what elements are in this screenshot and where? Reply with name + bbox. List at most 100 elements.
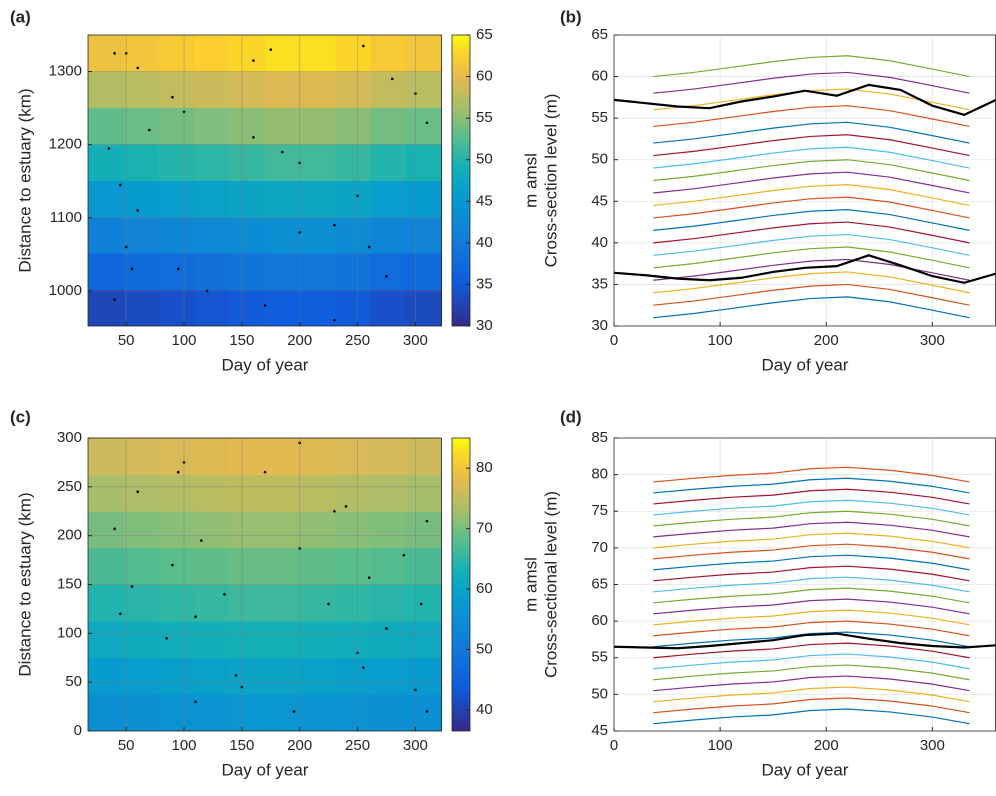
series-line: [653, 184, 970, 207]
heat-cell: [158, 289, 195, 326]
heat-cell: [88, 584, 125, 622]
heat-cell: [88, 694, 125, 731]
heat-cell: [370, 252, 407, 290]
series-line: [653, 642, 970, 659]
y-tick-label: 65: [591, 575, 608, 592]
heat-cell: [406, 511, 442, 549]
heat-cell: [88, 71, 125, 108]
heat-cell: [229, 289, 266, 326]
series-line: [653, 258, 970, 281]
point: [148, 128, 151, 132]
heat-cell: [265, 71, 301, 108]
heat-cell: [194, 289, 230, 326]
heat-cell: [123, 547, 160, 585]
point: [176, 470, 180, 474]
x-axis-label: Day of year: [762, 355, 849, 374]
point: [240, 685, 244, 689]
heat-cell: [123, 289, 160, 326]
series-line: [653, 71, 970, 94]
series-line: [653, 708, 970, 725]
heat-cell: [123, 252, 160, 290]
y-axis-label: Distance to estuary (km): [15, 492, 34, 676]
heat-cell: [265, 584, 301, 622]
heat-cell: [123, 511, 160, 549]
heat-cell: [335, 621, 371, 659]
heat-cell: [335, 35, 371, 73]
point: [298, 161, 302, 165]
x-tick-label: 200: [287, 737, 312, 754]
heat-cell: [194, 438, 230, 476]
point: [419, 602, 423, 606]
series-line: [653, 208, 970, 231]
heat-cell: [194, 143, 230, 181]
point: [165, 636, 168, 640]
panel-label: (c): [10, 407, 31, 426]
x-tick-label: 300: [403, 332, 428, 349]
series-line: [653, 587, 970, 604]
x-tick-label: 100: [708, 737, 733, 754]
heat-cell: [406, 143, 442, 181]
series-line: [653, 246, 970, 269]
x-axis-label: Day of year: [762, 760, 849, 779]
series-line: [653, 631, 970, 648]
point: [182, 461, 186, 464]
heat-cell: [229, 547, 266, 585]
heat-cell: [88, 547, 125, 585]
point: [124, 245, 128, 249]
heat-cell: [335, 71, 371, 108]
heat-cell: [158, 657, 195, 695]
heat-cell: [299, 474, 337, 512]
colorbar-tick-label: 35: [476, 275, 493, 292]
heat-cell: [123, 35, 160, 73]
x-tick-label: 250: [345, 332, 370, 349]
y-tick-label: 85: [591, 429, 608, 446]
heat-cell: [406, 584, 442, 622]
heat-cell: [265, 694, 301, 731]
heat-cell: [123, 180, 160, 218]
heat-cell: [194, 547, 230, 585]
heat-cell: [88, 252, 125, 290]
heat-cell: [158, 547, 195, 585]
heat-cell: [194, 180, 230, 218]
x-tick-label: 50: [118, 332, 135, 349]
plot-bg: [614, 35, 996, 326]
series-line: [653, 105, 970, 128]
heat-cell: [299, 35, 337, 73]
heat-cell: [335, 289, 371, 326]
point: [298, 231, 302, 234]
heat-cell: [88, 35, 125, 73]
heat-cell: [265, 511, 301, 549]
series-line: [653, 296, 970, 319]
point: [205, 289, 209, 293]
heat-cell: [88, 143, 125, 181]
colorbar-tick-label: 70: [476, 520, 493, 537]
heat-cell: [406, 71, 442, 108]
heat-cell: [229, 474, 266, 512]
point: [113, 298, 116, 301]
panel-label: (a): [10, 7, 31, 26]
heat-cell: [88, 621, 125, 659]
y-tick-label: 65: [591, 26, 608, 43]
heat-cell: [194, 71, 230, 108]
series-line: [653, 653, 970, 670]
panel-label: (d): [560, 407, 582, 426]
y-axis-label: Distance to estuary (km): [15, 88, 34, 272]
series-line: [653, 283, 970, 306]
series-line: [653, 221, 970, 244]
heat-cell: [406, 547, 442, 585]
heat-cell: [299, 438, 337, 476]
heat-cell: [299, 180, 337, 218]
point: [292, 710, 296, 713]
colorbar-tick-label: 60: [476, 580, 493, 597]
heat-cell: [299, 107, 337, 145]
heat-cell: [335, 143, 371, 181]
y-tick-label: 300: [57, 429, 82, 446]
series-line: [614, 83, 996, 116]
heat-cell: [265, 289, 301, 326]
heat-cell: [158, 252, 195, 290]
heat-cell: [229, 35, 266, 73]
heat-cell: [194, 694, 230, 731]
heat-cell: [406, 438, 442, 476]
x-tick-label: 200: [814, 332, 839, 349]
heat-cell: [158, 71, 195, 108]
